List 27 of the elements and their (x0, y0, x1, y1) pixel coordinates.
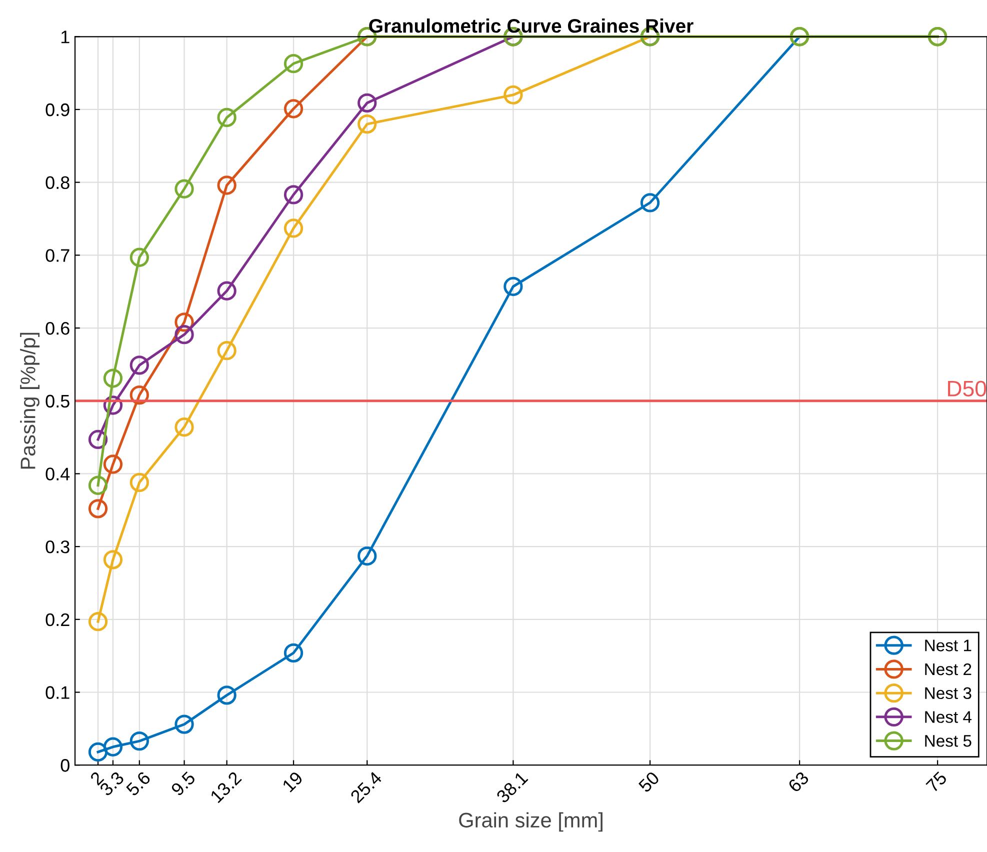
y-tick-label: 0 (60, 759, 70, 772)
y-tick-label: 0.4 (46, 468, 70, 480)
y-tick-label: 0.1 (46, 686, 70, 699)
legend-label: Nest 1 (925, 640, 972, 652)
x-tick-label: 50 (638, 770, 660, 794)
x-tick-label: 19 (282, 770, 304, 793)
y-tick-label: 0.3 (46, 540, 70, 554)
ref-line-label: D50 (948, 380, 986, 396)
y-tick-label: 1 (61, 30, 70, 44)
legend-label: Nest 4 (925, 711, 972, 723)
chart-title: Granulometric Curve Graines River (369, 18, 694, 33)
y-tick-label: 0.6 (46, 322, 70, 335)
x-axis-title: Grain size [mm] (459, 812, 602, 832)
legend-label: Nest 3 (925, 687, 972, 700)
y-tick-label: 0.5 (46, 394, 70, 408)
x-tick-label: 63 (787, 770, 810, 793)
y-tick-label: 0.8 (46, 176, 70, 190)
x-tick-label: 9.5 (170, 770, 196, 796)
y-tick-label: 0.2 (46, 613, 70, 626)
x-tick-label: 38.1 (496, 770, 528, 804)
legend-label: Nest 2 (925, 663, 972, 676)
x-tick-label: 75 (926, 770, 948, 793)
legend-label: Nest 5 (925, 735, 972, 747)
y-tick-label: 0.9 (46, 103, 70, 116)
y-tick-label: 0.7 (46, 249, 70, 262)
y-axis-title: Passing [%p/p] (20, 332, 40, 469)
x-tick-label: 5.6 (125, 770, 152, 797)
